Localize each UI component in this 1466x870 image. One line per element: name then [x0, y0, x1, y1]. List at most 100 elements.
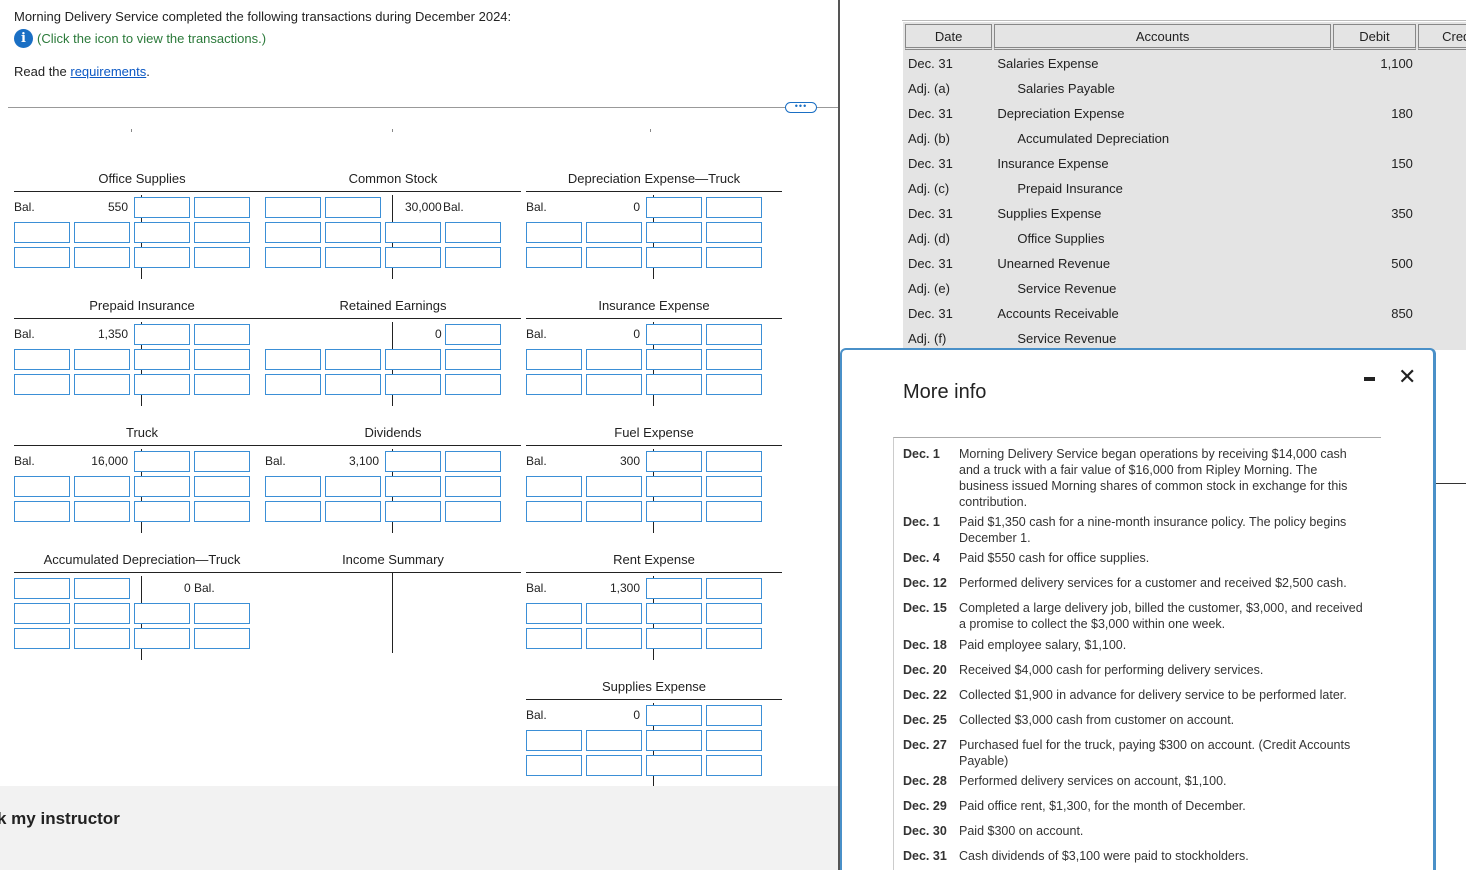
- entry-input[interactable]: [586, 730, 642, 751]
- entry-input[interactable]: [385, 501, 441, 522]
- entry-input[interactable]: [194, 222, 250, 243]
- entry-input[interactable]: [706, 578, 762, 599]
- entry-input[interactable]: [14, 349, 70, 370]
- entry-input[interactable]: [586, 755, 642, 776]
- entry-input[interactable]: [646, 197, 702, 218]
- entry-input[interactable]: [646, 628, 702, 649]
- entry-input[interactable]: [646, 349, 702, 370]
- entry-input[interactable]: [194, 501, 250, 522]
- entry-input[interactable]: [646, 451, 702, 472]
- entry-input[interactable]: [586, 374, 642, 395]
- entry-input[interactable]: [445, 349, 501, 370]
- entry-input[interactable]: [194, 374, 250, 395]
- entry-input[interactable]: [14, 222, 70, 243]
- minimize-icon[interactable]: [1364, 377, 1375, 381]
- entry-input[interactable]: [526, 603, 582, 624]
- entry-input[interactable]: [586, 603, 642, 624]
- info-icon[interactable]: i: [14, 28, 33, 48]
- entry-input[interactable]: [265, 374, 321, 395]
- entry-input[interactable]: [706, 755, 762, 776]
- entry-input[interactable]: [706, 324, 762, 345]
- entry-input[interactable]: [14, 603, 70, 624]
- entry-input[interactable]: [526, 247, 582, 268]
- entry-input[interactable]: [586, 247, 642, 268]
- entry-input[interactable]: [586, 501, 642, 522]
- entry-input[interactable]: [325, 247, 381, 268]
- entry-input[interactable]: [265, 247, 321, 268]
- entry-input[interactable]: [706, 730, 762, 751]
- entry-input[interactable]: [74, 603, 130, 624]
- entry-input[interactable]: [14, 247, 70, 268]
- entry-input[interactable]: [445, 247, 501, 268]
- close-icon[interactable]: ✕: [1398, 364, 1417, 389]
- entry-input[interactable]: [325, 374, 381, 395]
- entry-input[interactable]: [385, 476, 441, 497]
- entry-input[interactable]: [445, 476, 501, 497]
- entry-input[interactable]: [194, 603, 250, 624]
- entry-input[interactable]: [14, 578, 70, 599]
- entry-input[interactable]: [706, 349, 762, 370]
- entry-input[interactable]: [706, 476, 762, 497]
- entry-input[interactable]: [74, 222, 130, 243]
- entry-input[interactable]: [74, 476, 130, 497]
- entry-input[interactable]: [194, 247, 250, 268]
- entry-input[interactable]: [706, 628, 762, 649]
- entry-input[interactable]: [646, 374, 702, 395]
- entry-input[interactable]: [526, 222, 582, 243]
- entry-input[interactable]: [325, 349, 381, 370]
- entry-input[interactable]: [385, 247, 441, 268]
- entry-input[interactable]: [706, 501, 762, 522]
- entry-input[interactable]: [445, 222, 501, 243]
- entry-input[interactable]: [74, 374, 130, 395]
- entry-input[interactable]: [134, 476, 190, 497]
- entry-input[interactable]: [265, 349, 321, 370]
- entry-input[interactable]: [194, 197, 250, 218]
- entry-input[interactable]: [14, 628, 70, 649]
- entry-input[interactable]: [134, 451, 190, 472]
- entry-input[interactable]: [706, 247, 762, 268]
- entry-input[interactable]: [646, 755, 702, 776]
- entry-input[interactable]: [325, 197, 381, 218]
- entry-input[interactable]: [14, 501, 70, 522]
- entry-input[interactable]: [74, 628, 130, 649]
- entry-input[interactable]: [646, 324, 702, 345]
- entry-input[interactable]: [706, 222, 762, 243]
- entry-input[interactable]: [194, 324, 250, 345]
- info-line[interactable]: i (Click the icon to view the transactio…: [14, 28, 824, 48]
- entry-input[interactable]: [526, 628, 582, 649]
- entry-input[interactable]: [134, 247, 190, 268]
- entry-input[interactable]: [74, 501, 130, 522]
- entry-input[interactable]: [385, 374, 441, 395]
- entry-input[interactable]: [14, 476, 70, 497]
- entry-input[interactable]: [134, 197, 190, 218]
- entry-input[interactable]: [586, 628, 642, 649]
- entry-input[interactable]: [706, 374, 762, 395]
- entry-input[interactable]: [325, 222, 381, 243]
- entry-input[interactable]: [194, 628, 250, 649]
- entry-input[interactable]: [706, 603, 762, 624]
- requirements-link[interactable]: requirements: [70, 64, 147, 79]
- entry-input[interactable]: [194, 451, 250, 472]
- entry-input[interactable]: [526, 349, 582, 370]
- entry-input[interactable]: [586, 222, 642, 243]
- entry-input[interactable]: [646, 578, 702, 599]
- entry-input[interactable]: [526, 476, 582, 497]
- entry-input[interactable]: [706, 197, 762, 218]
- entry-input[interactable]: [646, 603, 702, 624]
- entry-input[interactable]: [586, 349, 642, 370]
- entry-input[interactable]: [134, 501, 190, 522]
- entry-input[interactable]: [385, 349, 441, 370]
- entry-input[interactable]: [265, 476, 321, 497]
- entry-input[interactable]: [385, 222, 441, 243]
- entry-input[interactable]: [445, 324, 501, 345]
- entry-input[interactable]: [445, 501, 501, 522]
- entry-input[interactable]: [646, 476, 702, 497]
- entry-input[interactable]: [134, 349, 190, 370]
- entry-input[interactable]: [134, 603, 190, 624]
- entry-input[interactable]: [385, 451, 441, 472]
- entry-input[interactable]: [325, 501, 381, 522]
- expand-dots-button[interactable]: •••: [785, 102, 817, 113]
- entry-input[interactable]: [646, 705, 702, 726]
- entry-input[interactable]: [526, 501, 582, 522]
- entry-input[interactable]: [134, 374, 190, 395]
